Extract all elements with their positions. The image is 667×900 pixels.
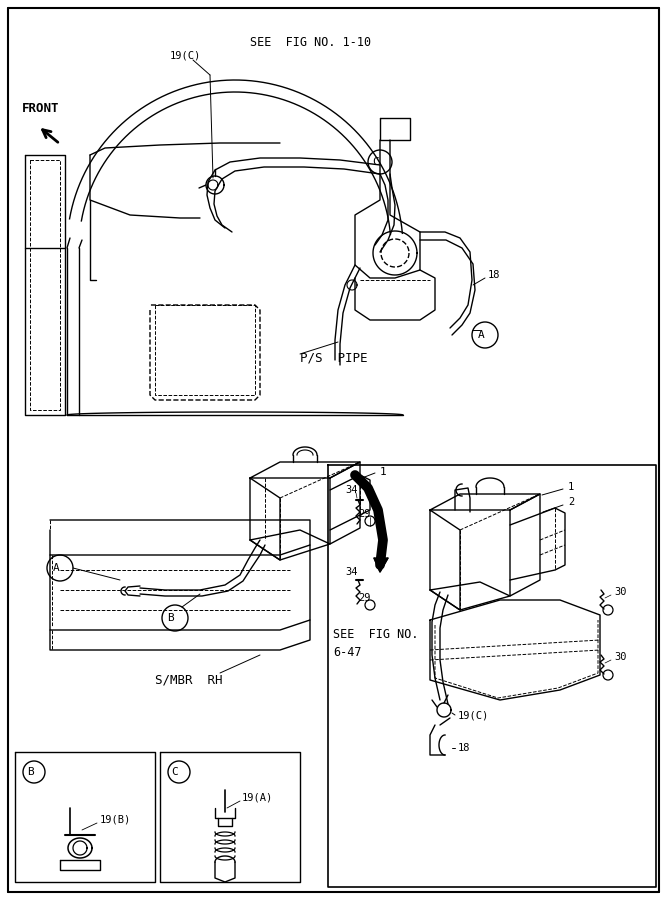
Text: C: C xyxy=(171,767,178,777)
Text: B: B xyxy=(27,767,33,777)
Text: S/MBR  RH: S/MBR RH xyxy=(155,673,223,687)
Text: 6-47: 6-47 xyxy=(333,645,362,659)
Text: FRONT: FRONT xyxy=(22,102,59,114)
Text: A: A xyxy=(478,330,484,340)
Text: 1: 1 xyxy=(568,482,574,492)
Text: 29: 29 xyxy=(358,509,370,519)
Text: 19(A): 19(A) xyxy=(242,793,273,803)
Text: SEE  FIG NO.: SEE FIG NO. xyxy=(333,628,418,642)
Text: 18: 18 xyxy=(488,270,500,280)
Text: P/S  PIPE: P/S PIPE xyxy=(300,352,368,365)
Text: 34: 34 xyxy=(345,567,358,577)
Text: 30: 30 xyxy=(614,587,626,597)
Text: C: C xyxy=(373,157,380,167)
Text: A: A xyxy=(53,563,59,573)
Text: 1: 1 xyxy=(380,467,387,477)
Text: 2: 2 xyxy=(568,497,574,507)
Text: B: B xyxy=(167,613,174,623)
Text: 34: 34 xyxy=(345,485,358,495)
Text: 19(C): 19(C) xyxy=(170,50,201,60)
Text: 18: 18 xyxy=(458,743,470,753)
Text: 19(C): 19(C) xyxy=(458,710,490,720)
Text: SEE  FIG NO. 1-10: SEE FIG NO. 1-10 xyxy=(250,35,371,49)
Text: 29: 29 xyxy=(358,593,370,603)
Polygon shape xyxy=(374,558,388,572)
Text: 19(B): 19(B) xyxy=(100,815,131,825)
Text: 30: 30 xyxy=(614,652,626,662)
